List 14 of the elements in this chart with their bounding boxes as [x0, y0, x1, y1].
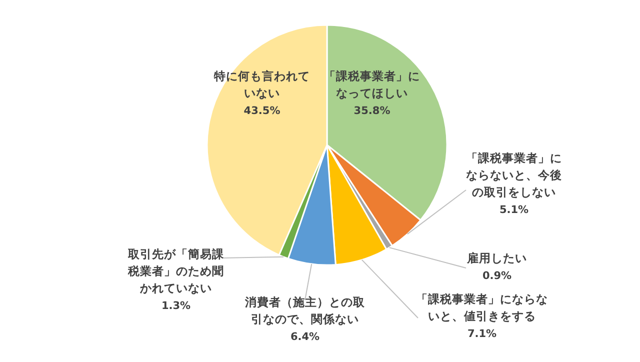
data-label: 0.9%	[482, 270, 512, 282]
data-label: 35.8%	[354, 105, 391, 117]
data-label: 43.5%	[244, 105, 281, 117]
slice-label: 取引先が「簡易課税業者」のため聞かれていない	[127, 247, 225, 295]
data-label: 7.1%	[467, 328, 498, 340]
slice-label: 「課税事業者」になってほしい	[324, 69, 420, 100]
data-label: 6.4%	[290, 331, 320, 343]
slice-label: 「課税事業者」にならないと、今後の取引をしない	[466, 151, 562, 199]
data-label: 1.3%	[161, 300, 192, 312]
data-label: 5.1%	[499, 204, 530, 216]
slice-label: 「課税事業者」にならないと、値引きをする	[416, 292, 548, 323]
slice-label: 特に何も言われていない	[213, 69, 310, 100]
slice-label: 消費者（施主）との取引なので、関係ない	[244, 295, 366, 326]
slice-label: 雇用したい	[466, 251, 527, 265]
